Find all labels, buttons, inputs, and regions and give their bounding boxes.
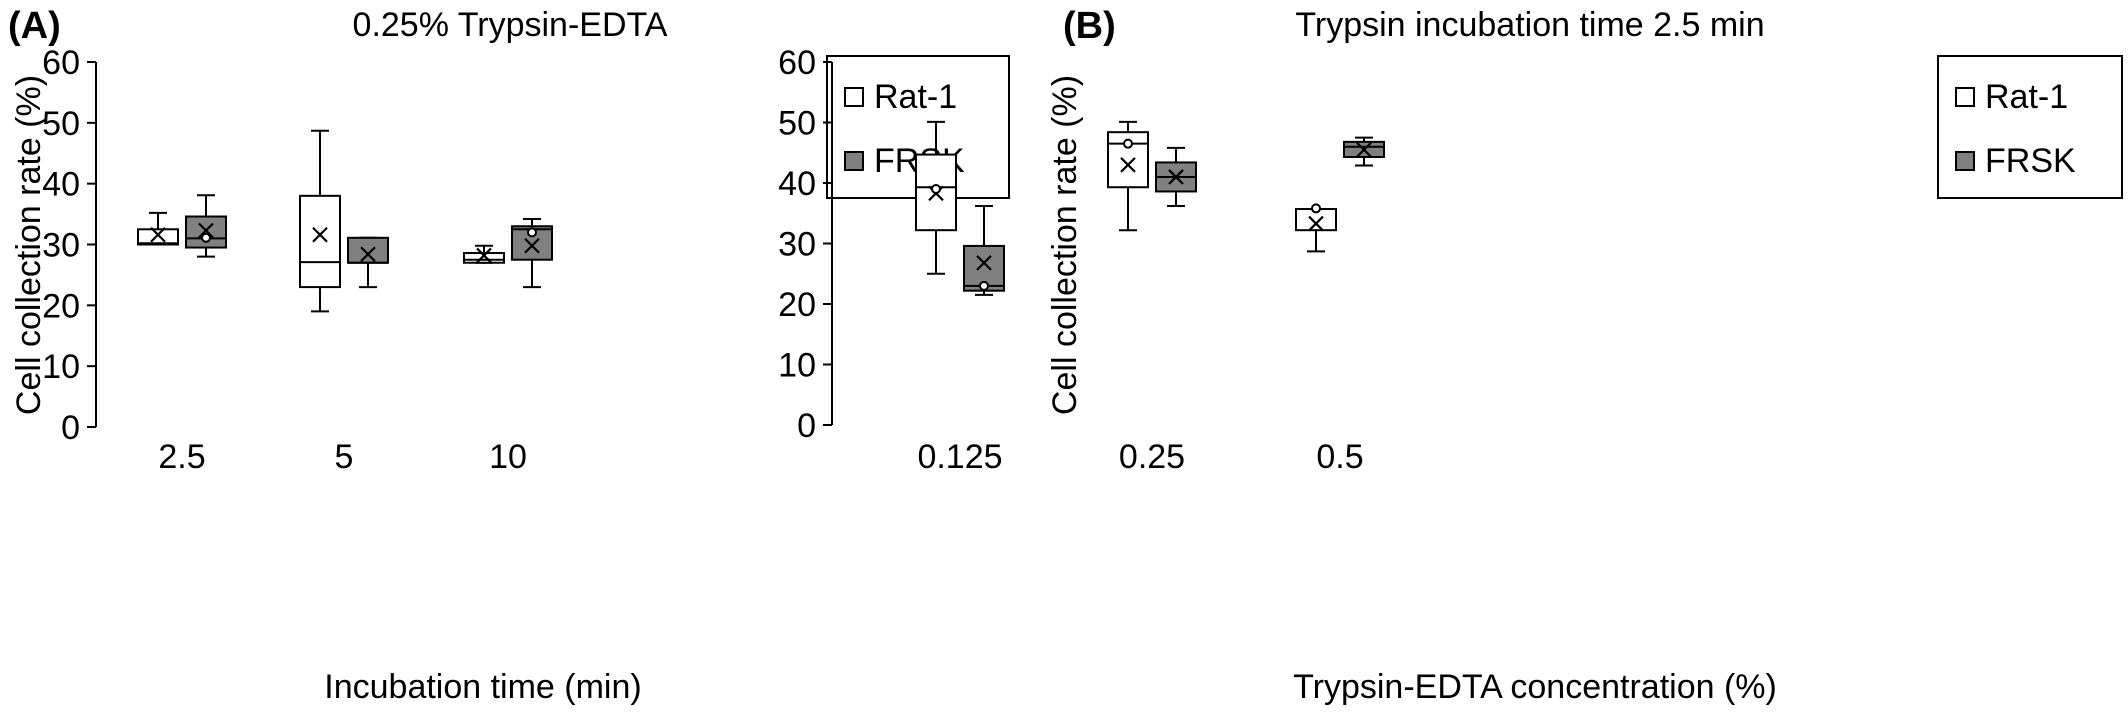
legend: Rat-1 FRSK [826,55,1010,199]
box-frsk-0 [963,204,1005,296]
x-tick-label: 0.25 [1119,438,1185,476]
mean-marker [476,247,492,264]
box-iqr [347,236,389,264]
box-rat-1-2 [463,244,505,264]
panel-label: (A) [8,5,61,47]
y-axis-label: Cell collection rate (%) [10,75,48,415]
x-tick-label: 10 [489,438,527,476]
y-tick-label: 0 [61,409,80,447]
panel-label: (B) [1063,5,1116,47]
y-ticks: 0 10 20 30 40 50 60 [42,44,97,447]
box-frsk-2 [511,217,553,289]
y-tick-label: 10 [42,348,80,386]
y-tick-label: 40 [778,165,816,203]
box-iqr [137,228,179,246]
box-frsk-1 [347,236,389,289]
data-point [931,184,941,195]
y-tick-label: 30 [778,226,816,264]
box-iqr [299,194,341,289]
legend-label-rat-1: Rat-1 [1985,78,2068,116]
y-tick-label: 30 [42,227,80,265]
y-tick-label: 10 [778,347,816,385]
x-axis-label: Trypsin-EDTA concentration (%) [1293,668,1777,706]
x-ticks: 0.125 0.25 0.5 [917,438,1363,476]
legend-swatch-rat-1 [844,87,864,107]
mean-marker [524,237,540,254]
data-point [1123,138,1133,149]
y-tick-label: 50 [778,105,816,143]
mean-marker [1120,157,1136,173]
box-rat-1-1 [1107,120,1149,232]
legend-swatch-frsk [844,151,864,171]
x-tick-label: 2.5 [158,438,205,476]
y-tick-label: 40 [42,166,80,204]
mean-marker [198,222,214,239]
box-frsk-1 [1155,146,1197,207]
data-point [1311,203,1321,214]
box-iqr [463,252,505,264]
box-frsk-2 [1343,136,1385,167]
box-plots [137,129,553,313]
box-rat-1-2 [1295,203,1337,253]
panel-b: (B) Trypsin incubation time 2.5 min Cell… [778,5,2123,706]
mean-marker [1168,169,1184,185]
y-tick-label: 60 [778,44,816,82]
y-tick-label: 0 [797,407,816,445]
y-axis-label: Cell collection rate (%) [1046,75,1084,415]
mean-marker [360,246,376,263]
y-tick-label: 50 [42,105,80,143]
y-tick-label: 60 [42,44,80,82]
x-axis-label: Incubation time (min) [324,668,641,706]
legend-label-frsk: FRSK [1985,142,2076,180]
mean-marker [1356,141,1372,158]
y-ticks: 0 10 20 30 40 50 60 [778,44,833,445]
data-point [201,232,211,243]
data-point [979,280,989,291]
legend-swatch-frsk [1955,151,1975,171]
box-plots [915,120,1385,296]
box-frsk-0 [185,194,227,258]
legend-frame [826,55,1010,199]
x-ticks: 2.5 5 10 [158,438,527,476]
y-tick-label: 20 [42,287,80,325]
legend-label-rat-1: Rat-1 [874,78,957,116]
x-tick-label: 0.125 [917,438,1002,476]
mean-marker [312,226,328,243]
chart-title: Trypsin incubation time 2.5 min [1295,6,1764,44]
mean-marker [976,255,992,271]
box-rat-1-0 [137,211,179,246]
legend-swatch-rat-1 [1955,87,1975,107]
legend-frame [1937,55,2123,199]
y-tick-label: 20 [778,286,816,324]
chart-title: 0.25% Trypsin-EDTA [353,6,668,44]
x-tick-label: 0.5 [1316,438,1363,476]
panel-a: (A) 0.25% Trypsin-EDTA Cell collection r… [8,5,1010,706]
x-tick-label: 5 [335,438,354,476]
box-rat-1-1 [299,129,341,313]
legend: Rat-1 FRSK [1937,55,2123,199]
box-rat-1-0 [915,120,957,275]
data-point [527,227,537,238]
mean-marker [1308,215,1324,232]
mean-marker [150,226,166,243]
